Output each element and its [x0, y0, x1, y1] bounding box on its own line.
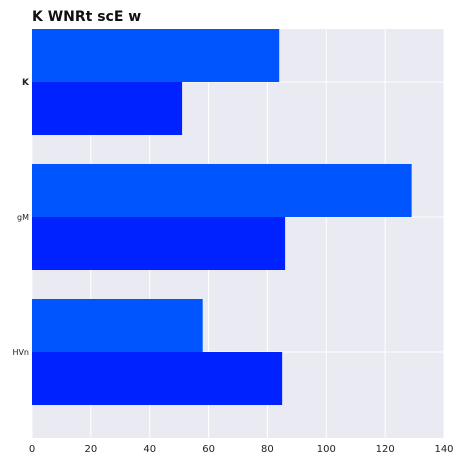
- category-label: HVn: [12, 348, 29, 357]
- bar: [32, 299, 203, 352]
- x-tick-label: 60: [202, 444, 215, 455]
- bar: [32, 82, 183, 135]
- x-tick-label: 120: [376, 444, 395, 455]
- category-label: K: [22, 78, 30, 88]
- category-labels: KgM HVn: [12, 78, 30, 357]
- x-tick-labels: 0 20 40 60 80 100 120 140: [29, 444, 454, 455]
- bar: [32, 352, 283, 405]
- x-tick-label: 40: [143, 444, 156, 455]
- category-label: gM: [17, 213, 29, 222]
- x-tick-label: 0: [29, 444, 35, 455]
- x-tick-label: 140: [434, 444, 453, 455]
- x-tick-label: 20: [84, 444, 97, 455]
- bars: [32, 29, 412, 405]
- bar: [32, 29, 280, 82]
- x-tick-label: 100: [317, 444, 336, 455]
- x-tick-label: 80: [261, 444, 274, 455]
- chart-title: K WNRt scE w: [32, 9, 141, 25]
- bar: [32, 217, 286, 270]
- bar: [32, 164, 412, 217]
